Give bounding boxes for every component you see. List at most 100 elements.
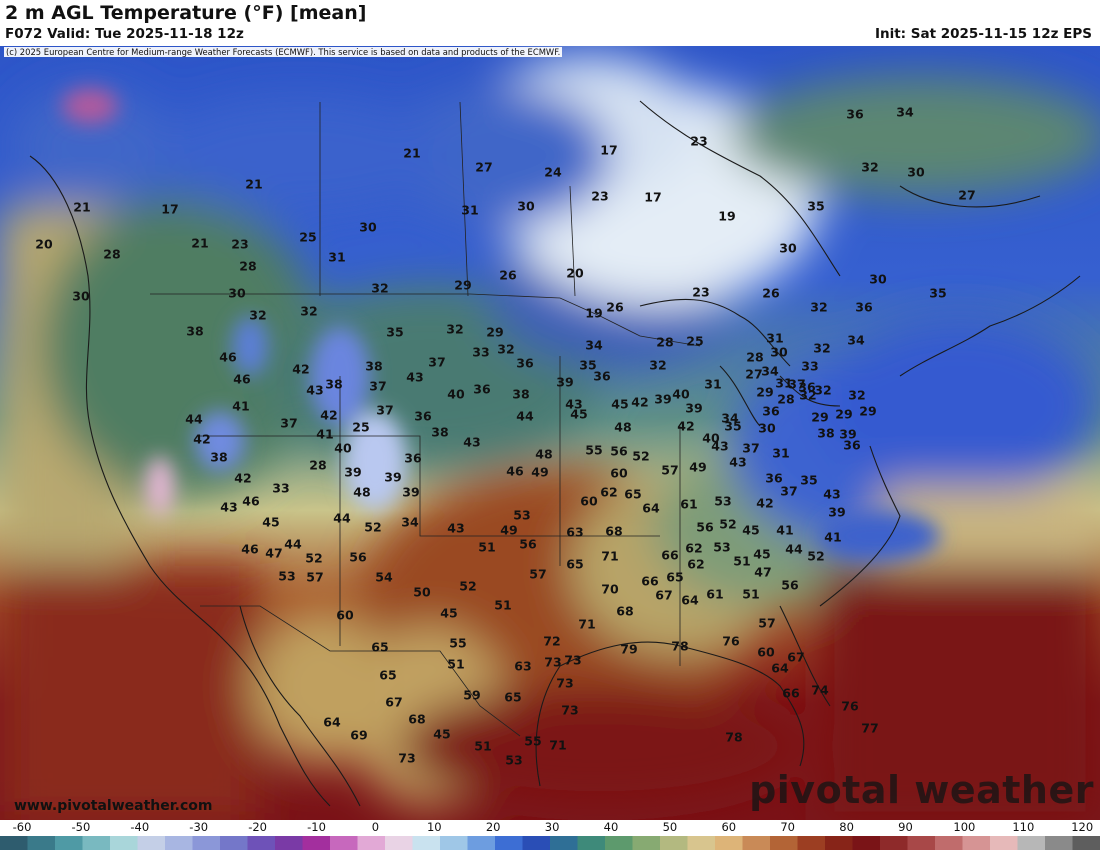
colorbar-swatch bbox=[55, 836, 84, 850]
colorbar-swatch bbox=[660, 836, 689, 850]
temperature-label: 36 bbox=[843, 437, 861, 453]
temperature-label: 45 bbox=[433, 726, 451, 742]
temperature-label: 67 bbox=[655, 587, 673, 603]
temperature-label: 42 bbox=[193, 431, 211, 447]
temperature-label: 33 bbox=[472, 344, 490, 360]
temperature-label: 31 bbox=[775, 375, 793, 391]
colorbar-swatch bbox=[522, 836, 551, 850]
temperature-label: 46 bbox=[241, 541, 259, 557]
map-title: 2 m AGL Temperature (°F) [mean] bbox=[5, 2, 367, 24]
copyright-notice: (c) 2025 European Centre for Medium-rang… bbox=[4, 47, 563, 57]
temperature-label: 40 bbox=[334, 440, 352, 456]
colorbar-swatch bbox=[577, 836, 606, 850]
temperature-label: 42 bbox=[756, 495, 774, 511]
temperature-label: 41 bbox=[316, 426, 334, 442]
temperature-label: 60 bbox=[580, 493, 598, 509]
temperature-label: 45 bbox=[570, 406, 588, 422]
temperature-label: 25 bbox=[352, 419, 370, 435]
temperature-label: 35 bbox=[386, 324, 404, 340]
colorbar-swatch bbox=[1072, 836, 1100, 850]
temperature-map[interactable]: (c) 2025 European Centre for Medium-rang… bbox=[0, 46, 1100, 820]
temperature-label: 30 bbox=[228, 285, 246, 301]
temperature-label: 56 bbox=[696, 519, 714, 535]
temperature-label: 49 bbox=[531, 464, 549, 480]
colorbar-ramp bbox=[0, 836, 1100, 850]
temperature-label: 27 bbox=[958, 187, 976, 203]
temperature-label: 46 bbox=[506, 463, 524, 479]
temperature-label: 39 bbox=[839, 426, 857, 442]
temperature-label: 52 bbox=[632, 448, 650, 464]
temperature-label: 33 bbox=[801, 358, 819, 374]
temperature-label: 68 bbox=[605, 523, 623, 539]
temperature-label: 17 bbox=[161, 201, 179, 217]
temperature-label: 28 bbox=[656, 334, 674, 350]
temperature-label: 20 bbox=[35, 236, 53, 252]
temperature-label: 68 bbox=[616, 603, 634, 619]
colorbar-tick-label: 100 bbox=[953, 820, 976, 834]
colorbar-swatch bbox=[192, 836, 221, 850]
temperature-label: 38 bbox=[365, 358, 383, 374]
coastlines bbox=[29, 100, 1081, 807]
temperature-label: 38 bbox=[431, 424, 449, 440]
temperature-label: 32 bbox=[649, 357, 667, 373]
temperature-label: 44 bbox=[284, 536, 302, 552]
temperature-label: 76 bbox=[722, 633, 740, 649]
map-canvas bbox=[0, 46, 1100, 820]
temperature-label: 37 bbox=[280, 415, 298, 431]
temperature-label: 30 bbox=[779, 240, 797, 256]
temperature-label: 19 bbox=[585, 305, 603, 321]
colorbar-swatch bbox=[907, 836, 936, 850]
colorbar-swatch bbox=[302, 836, 331, 850]
colorbar-swatch bbox=[632, 836, 661, 850]
temperature-label: 52 bbox=[364, 519, 382, 535]
temperature-label: 35 bbox=[724, 418, 742, 434]
colorbar-swatch bbox=[137, 836, 166, 850]
colorbar-tick-label: -20 bbox=[248, 820, 267, 834]
temperature-label: 43 bbox=[406, 369, 424, 385]
website-url[interactable]: www.pivotalweather.com bbox=[14, 798, 213, 814]
temperature-label: 66 bbox=[641, 573, 659, 589]
temperature-label: 44 bbox=[785, 541, 803, 557]
temperature-label: 40 bbox=[447, 386, 465, 402]
colorbar-swatch bbox=[880, 836, 909, 850]
temperature-label: 21 bbox=[403, 145, 421, 161]
temperature-label: 32 bbox=[497, 341, 515, 357]
temperature-label: 19 bbox=[718, 208, 736, 224]
temperature-label: 52 bbox=[719, 516, 737, 532]
temperature-label: 67 bbox=[787, 649, 805, 665]
temperature-label: 34 bbox=[847, 332, 865, 348]
temperature-label: 65 bbox=[666, 569, 684, 585]
temperature-label: 32 bbox=[249, 307, 267, 323]
temperature-label: 46 bbox=[219, 349, 237, 365]
temperature-label: 45 bbox=[262, 514, 280, 530]
temperature-label: 70 bbox=[601, 581, 619, 597]
temperature-label: 48 bbox=[614, 419, 632, 435]
temperature-label: 26 bbox=[762, 285, 780, 301]
temperature-label: 36 bbox=[765, 470, 783, 486]
colorbar-swatch bbox=[770, 836, 799, 850]
temperature-label: 57 bbox=[661, 462, 679, 478]
temperature-label: 32 bbox=[814, 382, 832, 398]
temperature-label: 21 bbox=[245, 176, 263, 192]
temperature-label: 27 bbox=[745, 366, 763, 382]
temperature-label: 34 bbox=[401, 514, 419, 530]
colorbar-swatch bbox=[605, 836, 634, 850]
temperature-label: 39 bbox=[828, 504, 846, 520]
temperature-label: 65 bbox=[624, 486, 642, 502]
temperature-label: 40 bbox=[702, 430, 720, 446]
temperature-label: 17 bbox=[600, 142, 618, 158]
colorbar-swatch bbox=[550, 836, 579, 850]
temperature-label: 28 bbox=[103, 246, 121, 262]
colorbar-tick-label: 0 bbox=[371, 820, 380, 834]
temperature-label: 71 bbox=[549, 737, 567, 753]
temperature-label: 55 bbox=[585, 442, 603, 458]
temperature-label: 30 bbox=[869, 271, 887, 287]
temperature-label: 17 bbox=[644, 189, 662, 205]
temperature-label: 61 bbox=[706, 586, 724, 602]
temperature-label: 39 bbox=[685, 400, 703, 416]
temperature-label: 32 bbox=[861, 159, 879, 175]
temperature-label: 64 bbox=[771, 660, 789, 676]
colorbar-tick-label: 20 bbox=[485, 820, 501, 834]
temperature-label: 30 bbox=[770, 344, 788, 360]
colorbar-tick-label: -40 bbox=[130, 820, 150, 834]
